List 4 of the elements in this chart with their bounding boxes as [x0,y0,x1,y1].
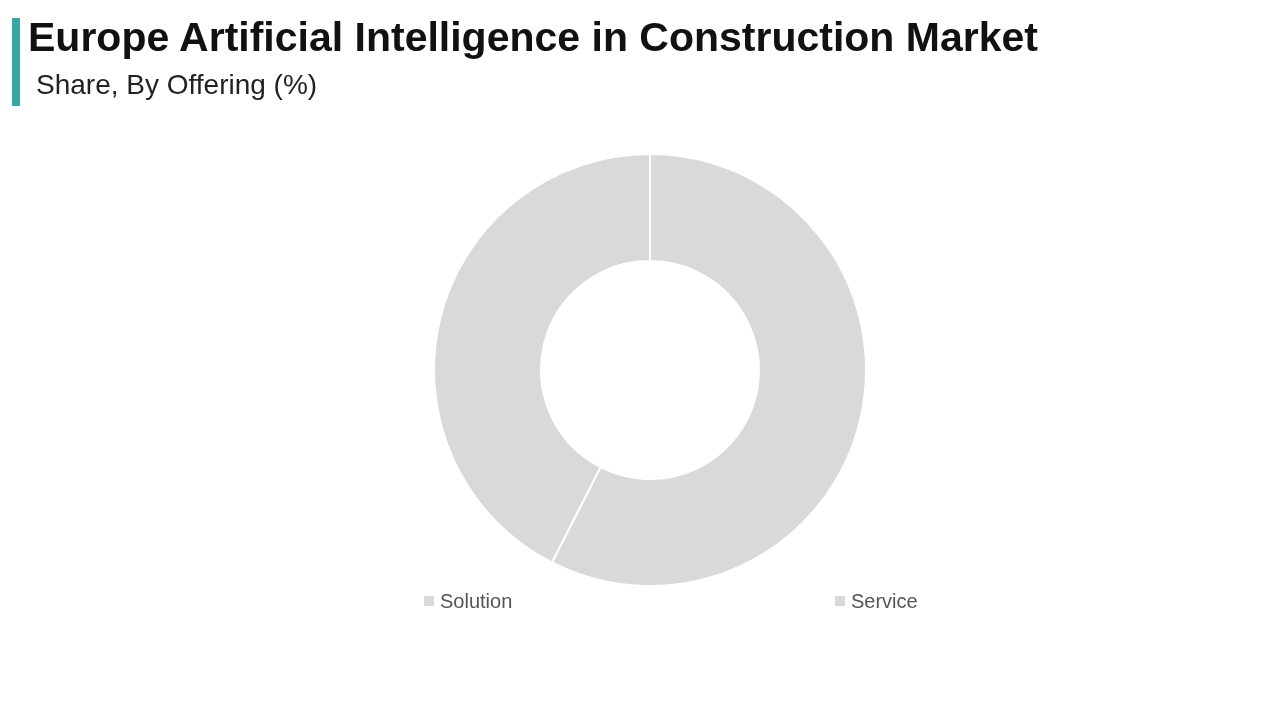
legend-label: Solution [440,590,513,612]
legend-label: Service [851,590,918,612]
chart-title: Europe Artificial Intelligence in Construction Market [28,14,1039,60]
text: Share, By Offering (%) [36,69,318,100]
